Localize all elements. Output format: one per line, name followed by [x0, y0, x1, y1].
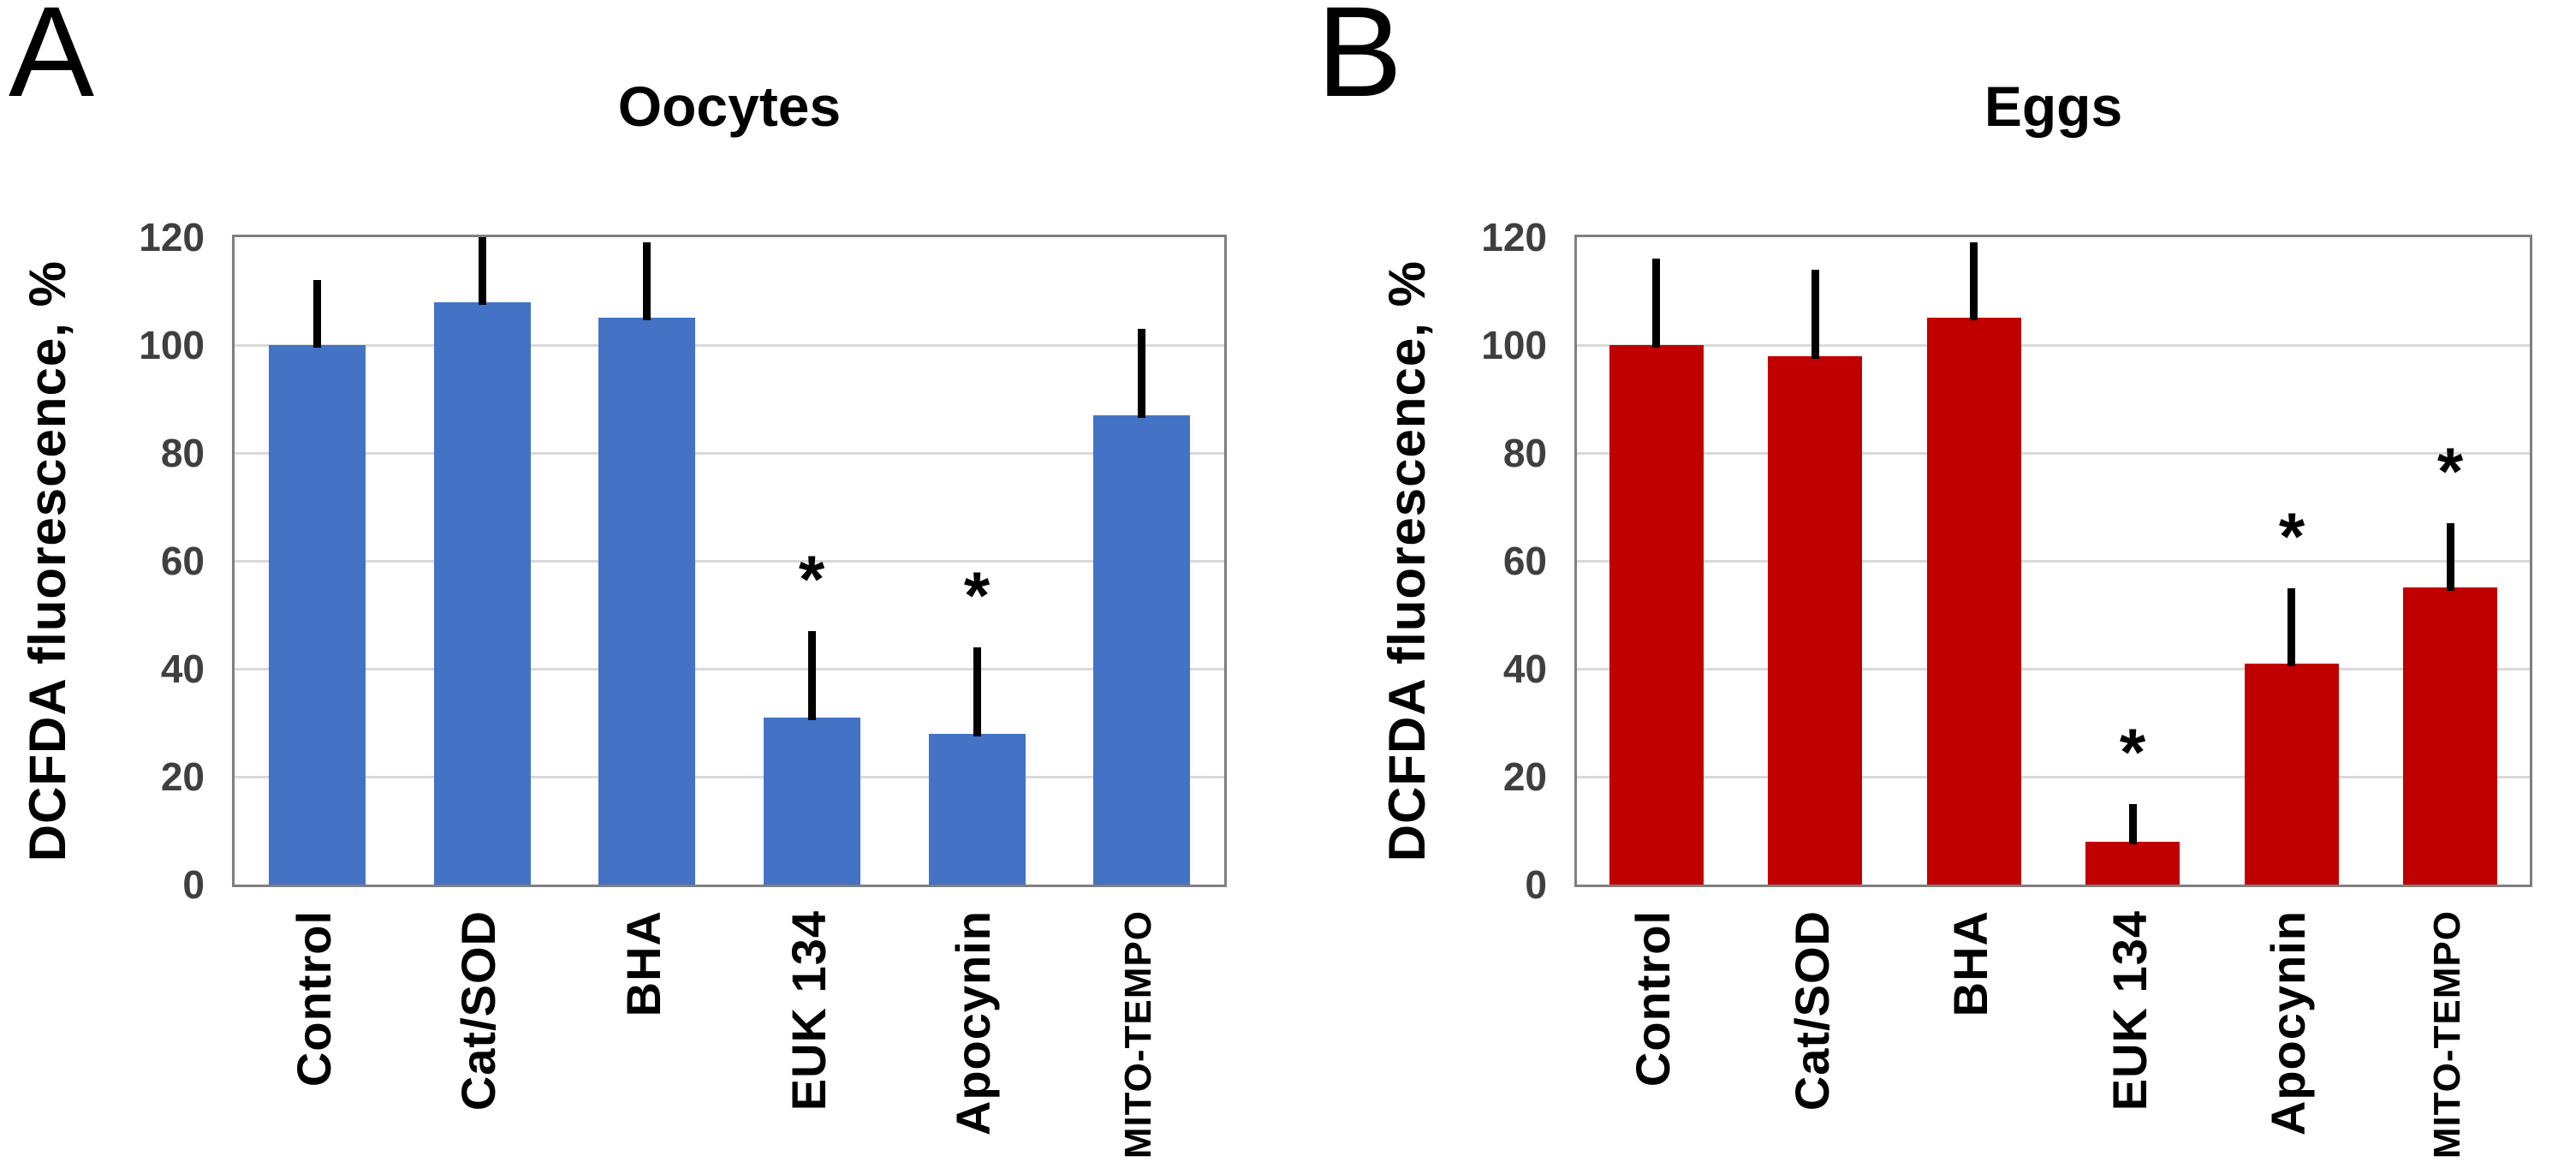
category-label-control: Control — [287, 910, 341, 1088]
sig-marker-apocynin: * — [2278, 498, 2305, 574]
y-tick-label-120: 120 — [1481, 215, 1547, 259]
category-label-euk-134: EUK 134 — [782, 910, 836, 1111]
panel-a-chart-title: Oocytes — [617, 74, 842, 138]
gridline-20 — [235, 776, 1224, 778]
error-bar-bha — [643, 242, 651, 320]
bar-cat-sod — [434, 302, 531, 885]
y-tick-label-0: 0 — [182, 862, 205, 907]
y-tick-label-0: 0 — [1525, 862, 1547, 907]
bar-apocynin — [2245, 664, 2339, 885]
panel-a-letter: A — [9, 0, 95, 123]
category-label-euk-134: EUK 134 — [2103, 910, 2157, 1111]
gridline-100 — [1577, 344, 2530, 347]
y-tick-label-60: 60 — [160, 539, 205, 583]
error-bar-control — [313, 280, 321, 348]
gridline-80 — [1577, 452, 2530, 455]
y-tick-label-100: 100 — [1481, 323, 1547, 367]
bar-mito-tempo — [1093, 415, 1190, 885]
sig-marker-apocynin: * — [963, 557, 991, 633]
error-bar-control — [1652, 259, 1660, 348]
gridline-100 — [235, 344, 1224, 347]
sig-marker-euk-134: * — [2119, 714, 2146, 790]
bar-bha — [598, 318, 695, 885]
category-label-bha: BHA — [1943, 910, 1997, 1017]
gridline-20 — [1577, 776, 2530, 778]
bar-control — [269, 345, 366, 885]
sig-marker-euk-134: * — [798, 541, 825, 617]
category-label-cat-sod: Cat/SOD — [1785, 910, 1839, 1111]
category-label-apocynin: Apocynin — [2261, 910, 2315, 1136]
error-bar-mito-tempo — [1138, 329, 1145, 418]
y-tick-label-120: 120 — [139, 215, 205, 259]
category-label-bha: BHA — [616, 910, 670, 1017]
bar-euk-134 — [2085, 842, 2180, 885]
y-tick-label-80: 80 — [1502, 431, 1547, 475]
category-label-cat-sod: Cat/SOD — [451, 910, 505, 1111]
error-bar-cat-sod — [479, 237, 486, 305]
sig-marker-mito-tempo: * — [2436, 433, 2464, 509]
y-tick-label-40: 40 — [160, 647, 205, 691]
error-bar-mito-tempo — [2447, 523, 2454, 591]
gridline-40 — [235, 668, 1224, 670]
gridline-60 — [1577, 560, 2530, 563]
error-bar-euk-134 — [2129, 804, 2137, 844]
y-tick-label-80: 80 — [160, 431, 205, 475]
gridline-60 — [235, 560, 1224, 563]
bar-euk-134 — [764, 718, 860, 885]
panel-a-plot-area — [232, 235, 1227, 887]
category-label-mito-tempo: MITO-TEMPO — [1117, 910, 1159, 1159]
error-bar-cat-sod — [1812, 270, 1819, 359]
bar-apocynin — [929, 734, 1026, 885]
bar-mito-tempo — [2403, 587, 2497, 885]
y-tick-label-20: 20 — [1502, 754, 1547, 799]
bar-control — [1609, 345, 1704, 885]
panel-b-chart-title: Eggs — [1984, 74, 2123, 138]
error-bar-bha — [1970, 242, 1978, 320]
y-tick-label-40: 40 — [1502, 647, 1547, 691]
bar-cat-sod — [1768, 356, 1862, 885]
category-label-control: Control — [1626, 910, 1680, 1088]
panel-b-letter: B — [1317, 0, 1403, 123]
y-tick-label-60: 60 — [1502, 539, 1547, 583]
bar-bha — [1927, 318, 2021, 885]
y-tick-label-20: 20 — [160, 754, 205, 799]
category-label-mito-tempo: MITO-TEMPO — [2426, 910, 2468, 1159]
category-label-apocynin: Apocynin — [946, 910, 1000, 1136]
panel-b-plot-area — [1574, 235, 2532, 887]
y-tick-label-100: 100 — [139, 323, 205, 367]
gridline-40 — [1577, 668, 2530, 670]
error-bar-apocynin — [973, 647, 981, 736]
gridline-80 — [235, 452, 1224, 455]
error-bar-euk-134 — [808, 631, 816, 720]
error-bar-apocynin — [2287, 588, 2295, 666]
